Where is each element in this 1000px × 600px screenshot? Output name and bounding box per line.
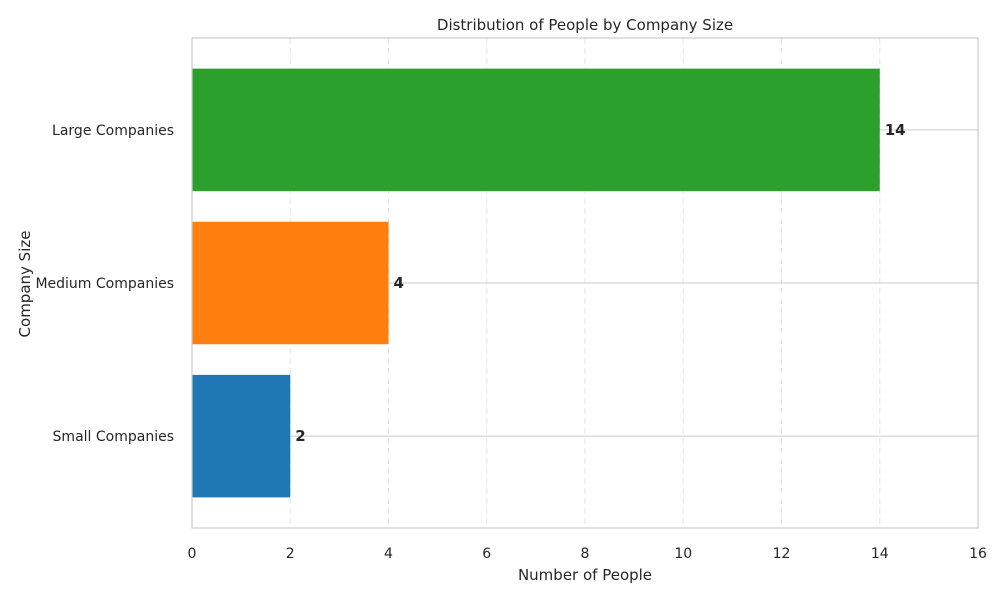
x-tick-label: 4 [384,546,393,562]
bar-value-label: 14 [885,121,906,139]
x-tick-label: 12 [773,546,791,562]
x-axis-label: Number of People [518,566,652,584]
tick-labels: 0 2 4 6 8 10 12 14 16 Small Companies Medium Compa… [35,123,987,562]
plot-frame [191,37,979,529]
data-labels: 2 4 14 [295,121,905,445]
x-tick-label: 6 [482,546,491,562]
bar-large-companies [192,68,880,192]
x-tick-label: 14 [871,546,889,562]
y-tick-label: Medium Companies [35,276,174,292]
bar-medium-companies [192,221,389,345]
bar-small-companies [192,374,291,498]
y-tick-label: Large Companies [52,123,174,139]
y-axis-label: Company Size [16,231,34,338]
x-tick-label: 16 [969,546,987,562]
x-tick-label: 0 [188,546,197,562]
y-tick-label: Small Companies [53,429,174,445]
x-tick-label: 8 [581,546,590,562]
x-tick-label: 10 [674,546,692,562]
bar-value-label: 2 [295,427,305,445]
bar-value-label: 4 [394,274,404,292]
x-tick-label: 2 [286,546,295,562]
bars [192,68,880,498]
chart-title: Distribution of People by Company Size [437,16,733,34]
